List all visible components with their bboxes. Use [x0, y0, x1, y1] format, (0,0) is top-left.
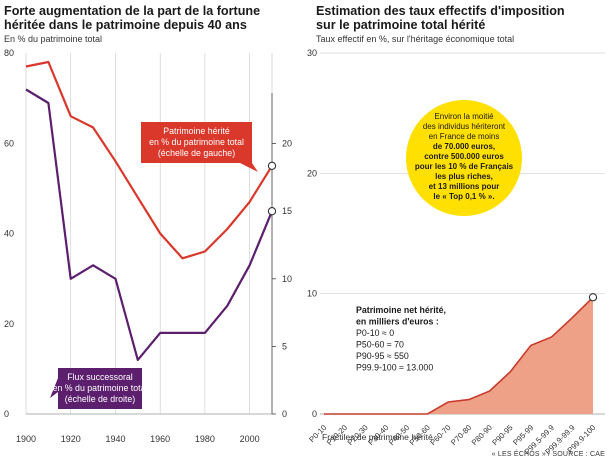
right-chart-y-tick-label: 20: [307, 168, 317, 178]
annotation-bubble-line: de 70.000 euros,: [433, 142, 495, 151]
label-box-pointer: [50, 378, 58, 398]
right-title-line-1: Estimation des taux effectifs d'impositi…: [316, 4, 565, 18]
annotation-bubble-line: Environ la moitié: [434, 112, 494, 121]
patrimoine-herite-label-line: (échelle de gauche): [158, 148, 235, 158]
left-x-tick-label: 2000: [240, 434, 260, 444]
left-title-line-2: héritée dans le patrimoine depuis 40 ans: [4, 18, 247, 32]
tax-rate-line: [324, 296, 594, 415]
right-y-tick-label: 5: [282, 341, 287, 351]
label-box-bg: [58, 368, 142, 409]
fractile-tick-label: P90-95: [490, 423, 515, 448]
annotation-box-line: Patrimoine net hérité,: [356, 305, 446, 315]
annotation-bubble-line: des individus hériteront: [423, 122, 506, 131]
annotation-box-line: en milliers d'euros :: [356, 317, 439, 327]
flux-successoral-label-line: Flux successoral: [67, 372, 133, 382]
annotation-bubble-line: et 13 millions pour: [429, 182, 500, 191]
left-chart-title: Forte augmentation de la part de la fort…: [4, 4, 260, 32]
right-chart-y-tick-label: 30: [307, 48, 317, 58]
flux-successoral-label-line: (échelle de droite): [65, 394, 135, 404]
annotation-bubble-line: les plus riches,: [435, 172, 493, 181]
right-chart-subtitle: Taux effectif en %, sur l'héritage écono…: [316, 34, 515, 44]
left-y-tick-label: 20: [4, 319, 14, 329]
patrimoine-herite-label-line: Patrimoine hérité: [163, 126, 230, 136]
left-x-tick-label: 1980: [195, 434, 215, 444]
tax-rate-area: [324, 297, 593, 414]
left-y-tick-label: 40: [4, 229, 14, 239]
annotation-box-line: P50-60 ≈ 70: [356, 340, 404, 350]
right-title-line-2: sur le patrimoine total hérité: [316, 18, 486, 32]
right-chart-title: Estimation des taux effectifs d'impositi…: [316, 4, 565, 32]
fractile-tick-label: P80-90: [470, 423, 495, 448]
left-y-tick-label: 60: [4, 138, 14, 148]
patrimoine-herite-label-line: en % du patrimoine total: [149, 137, 244, 147]
right-chart-y-tick-label: 10: [307, 289, 317, 299]
left-x-tick-label: 1960: [150, 434, 170, 444]
flux-successoral-label-line: en % du patrimoine total: [53, 383, 148, 393]
label-box-pointer: [240, 163, 258, 172]
fractile-tick-label: P70-80: [449, 423, 474, 448]
left-y-tick-label: 0: [4, 409, 9, 419]
right-y-tick-label: 15: [282, 206, 292, 216]
series-end-point: [267, 161, 277, 170]
annotation-box-line: P99.9-100 ≈ 13.000: [356, 363, 433, 373]
source-credit: « LES ÉCHOS » / SOURCE : CAE: [491, 451, 605, 458]
annotation-bubble-bg: [406, 100, 522, 216]
left-x-tick-label: 1920: [61, 434, 81, 444]
series-end-point: [267, 207, 277, 216]
annotation-bubble-line: en France de moins: [429, 132, 500, 141]
annotation-bubble-line: le « Top 0,1 % ».: [433, 192, 494, 201]
tax-rate-end-point: [588, 293, 598, 302]
annotation-box-line: P90-95 ≈ 550: [356, 351, 409, 361]
left-x-tick-label: 1900: [16, 434, 36, 444]
right-y-tick-label: 20: [282, 139, 292, 149]
annotation-bubble-line: contre 500.000 euros: [424, 152, 504, 161]
annotation-patrimoine-box: Patrimoine net hérité, en milliers d'euro…: [356, 305, 446, 373]
right-y-tick-label: 10: [282, 274, 292, 284]
series-line-patrimoine-herite: [25, 60, 273, 260]
annotation-bubble-line: pour les 10 % de Français: [415, 162, 514, 171]
right-chart-y-tick-label: 0: [312, 409, 317, 419]
series-line-flux-successoral: [25, 88, 274, 361]
label-box-bg: [141, 122, 252, 163]
right-x-axis-title: Fractiles de patrimoine hérité: [322, 432, 433, 442]
annotation-box-line: P0-10 ≈ 0: [356, 328, 394, 338]
left-x-tick-label: 1940: [105, 434, 125, 444]
left-chart-subtitle: En % du patrimoine total: [4, 34, 103, 44]
left-title-line-1: Forte augmentation de la part de la fort…: [4, 4, 261, 18]
left-y-tick-label: 80: [4, 48, 14, 58]
right-y-tick-label: 0: [282, 409, 287, 419]
